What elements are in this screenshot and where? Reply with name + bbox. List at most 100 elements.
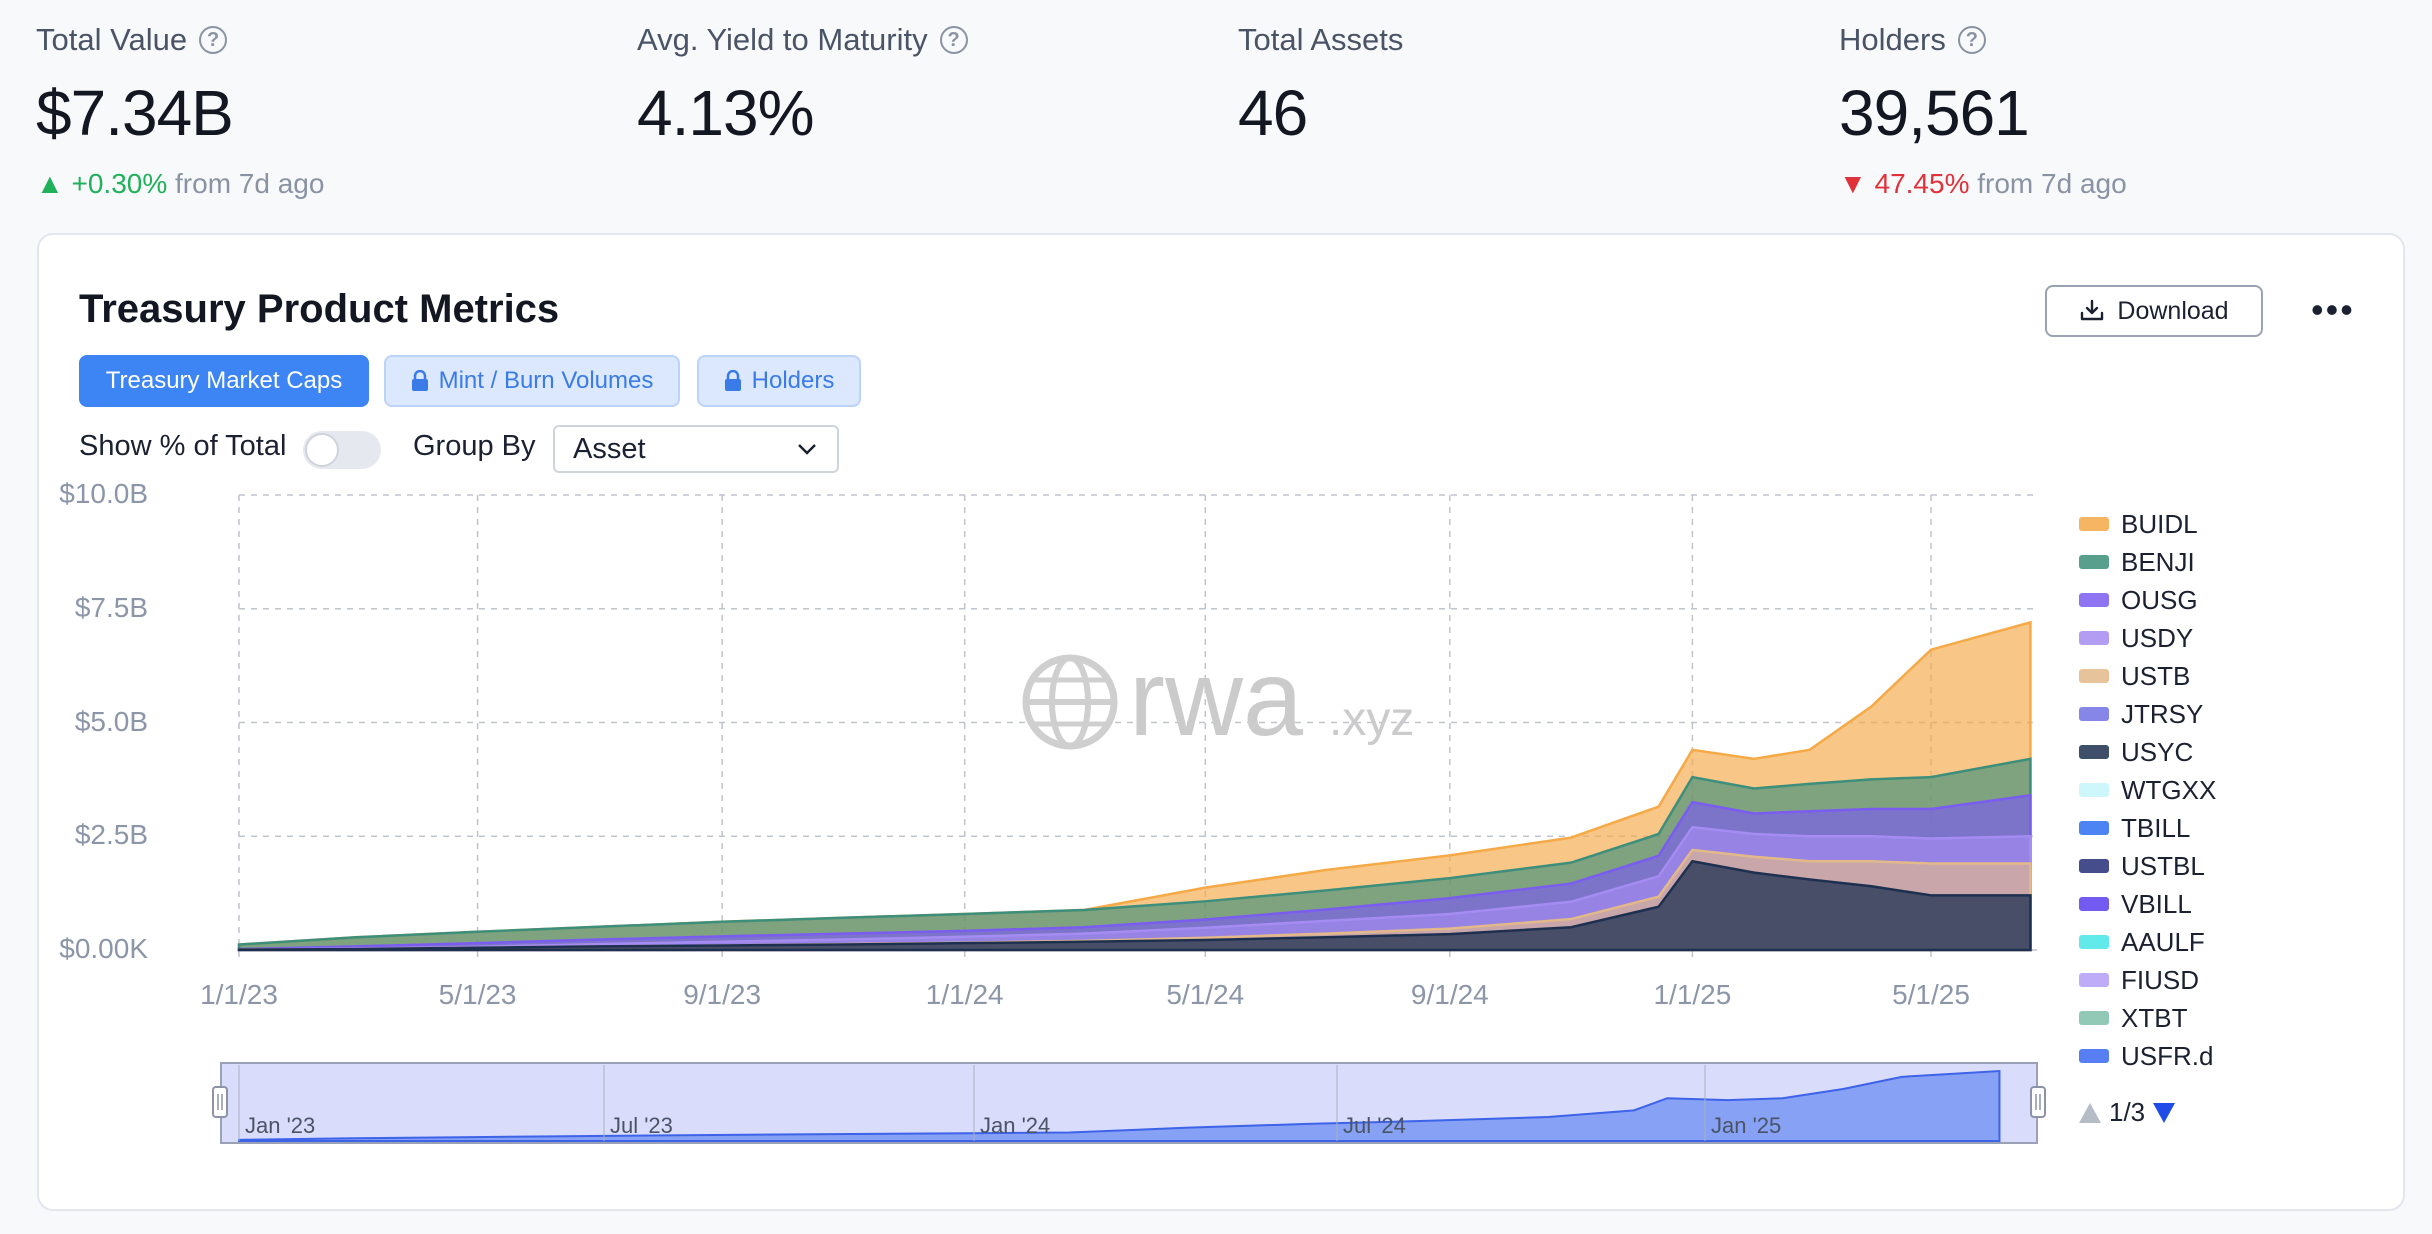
legend-swatch <box>2079 1049 2109 1063</box>
change-value: +0.30% <box>71 168 168 199</box>
legend-swatch <box>2079 745 2109 759</box>
navigator-label: Jul '24 <box>1343 1113 1406 1138</box>
download-icon <box>2081 299 2104 321</box>
legend-item-buidl[interactable]: BUIDL <box>2079 505 2216 543</box>
x-tick-label: 1/1/23 <box>200 979 278 1010</box>
stat-change: ▼ 47.45% from 7d ago <box>1839 168 2127 200</box>
legend-label: BENJI <box>2121 546 2195 577</box>
stat-value: 4.13% <box>637 77 814 149</box>
legend-label: FIUSD <box>2121 964 2199 995</box>
legend-page-indicator: 1/3 <box>2109 1097 2146 1127</box>
legend-prev-icon[interactable] <box>2079 1102 2101 1123</box>
up-arrow-icon: ▲ <box>36 168 64 199</box>
navigator-right-handle[interactable] <box>2030 1086 2046 1118</box>
stat-label: Total Value? <box>36 22 324 58</box>
x-tick-label: 5/1/25 <box>1892 979 1970 1010</box>
stat-avg-yield: Avg. Yield to Maturity? 4.13% <box>637 22 968 150</box>
legend-next-icon[interactable] <box>2153 1102 2176 1123</box>
x-tick-label: 1/1/24 <box>925 979 1004 1010</box>
legend-label: WTGXX <box>2121 774 2217 805</box>
legend-label: BUIDL <box>2121 508 2198 539</box>
legend-label: JTRSY <box>2121 698 2204 729</box>
legend-label: TBILL <box>2121 812 2191 843</box>
x-tick-label: 9/1/23 <box>683 979 762 1010</box>
stat-label: Total Assets <box>1238 22 1404 57</box>
x-tick-label: 5/1/24 <box>1166 979 1245 1010</box>
legend-item-usfr-d[interactable]: USFR.d <box>2079 1037 2216 1075</box>
legend-item-ousg[interactable]: OUSG <box>2079 581 2216 619</box>
group-by-label: Group By <box>413 430 536 462</box>
legend-label: USTB <box>2121 660 2191 691</box>
tab-mint-burn-volumes[interactable]: Mint / Burn Volumes <box>384 355 680 407</box>
help-icon[interactable]: ? <box>939 26 968 54</box>
navigator-left-handle[interactable] <box>212 1086 228 1118</box>
y-tick-label: $2.5B <box>74 819 148 851</box>
legend-item-tbill[interactable]: TBILL <box>2079 809 2216 847</box>
lock-icon <box>411 370 428 391</box>
more-options-icon[interactable]: ••• <box>2311 289 2355 330</box>
legend-swatch <box>2079 631 2109 645</box>
tab-holders[interactable]: Holders <box>697 355 861 407</box>
legend-item-vbill[interactable]: VBILL <box>2079 885 2216 923</box>
navigator-label: Jan '25 <box>1711 1113 1782 1138</box>
legend-item-xtbt[interactable]: XTBT <box>2079 999 2216 1037</box>
legend-label: USTBL <box>2121 850 2205 881</box>
y-tick-label: $7.5B <box>74 591 148 623</box>
legend-pager: 1/3 <box>2079 1097 2176 1128</box>
legend-label: AAULF <box>2121 926 2205 957</box>
change-suffix: from 7d ago <box>1977 168 2127 199</box>
legend-item-fiusd[interactable]: FIUSD <box>2079 961 2216 999</box>
legend-swatch <box>2079 555 2109 569</box>
legend-swatch <box>2079 593 2109 607</box>
group-by-select[interactable]: Asset <box>553 425 839 473</box>
legend-label: XTBT <box>2121 1002 2188 1033</box>
stat-holders: Holders? 39,561 ▼ 47.45% from 7d ago <box>1839 22 2127 200</box>
show-pct-toggle[interactable] <box>303 431 381 469</box>
legend-swatch <box>2079 783 2109 797</box>
x-tick-label: 1/1/25 <box>1653 979 1732 1010</box>
legend-item-ustb[interactable]: USTB <box>2079 657 2216 695</box>
legend-swatch <box>2079 669 2109 683</box>
y-tick-label: $0.00K <box>59 933 148 964</box>
download-button[interactable]: Download <box>2045 285 2263 337</box>
legend-item-usyc[interactable]: USYC <box>2079 733 2216 771</box>
change-suffix: from 7d ago <box>175 168 325 199</box>
legend-swatch <box>2079 973 2109 987</box>
stat-total-value: Total Value? $7.34B ▲ +0.30% from 7d ago <box>36 22 324 200</box>
legend-item-aaulf[interactable]: AAULF <box>2079 923 2216 961</box>
legend-swatch <box>2079 707 2109 721</box>
navigator-label: Jan '24 <box>980 1113 1051 1138</box>
y-tick-label: $5.0B <box>74 705 148 737</box>
legend-swatch <box>2079 821 2109 835</box>
down-arrow-icon: ▼ <box>1839 168 1867 199</box>
legend-swatch <box>2079 517 2109 531</box>
treasury-metrics-card: Treasury Product Metrics Download ••• Tr… <box>37 233 2405 1211</box>
navigator-label: Jul '23 <box>610 1113 673 1138</box>
stat-change: ▲ +0.30% from 7d ago <box>36 168 324 200</box>
legend-item-ustbl[interactable]: USTBL <box>2079 847 2216 885</box>
stat-value: $7.34B <box>36 77 234 149</box>
download-label: Download <box>2117 296 2229 325</box>
help-icon[interactable]: ? <box>1957 26 1986 54</box>
legend-swatch <box>2079 897 2109 911</box>
navigator-label: Jan '23 <box>245 1113 316 1138</box>
legend-item-jtrsy[interactable]: JTRSY <box>2079 695 2216 733</box>
legend-item-wtgxx[interactable]: WTGXX <box>2079 771 2216 809</box>
tab-treasury-market-caps[interactable]: Treasury Market Caps <box>79 355 369 407</box>
show-pct-label: Show % of Total <box>79 430 287 462</box>
stat-label: Avg. Yield to Maturity? <box>637 22 968 58</box>
toggle-knob <box>305 433 339 467</box>
navigator-total-area <box>238 1069 2001 1142</box>
legend-label: USYC <box>2121 736 2194 767</box>
help-icon[interactable]: ? <box>199 26 228 54</box>
group-by-value: Asset <box>573 432 646 465</box>
stat-value: 39,561 <box>1839 77 2030 149</box>
legend-swatch <box>2079 859 2109 873</box>
legend-item-usdy[interactable]: USDY <box>2079 619 2216 657</box>
legend-label: USDY <box>2121 622 2194 653</box>
stat-total-assets: Total Assets 46 <box>1238 22 1403 150</box>
range-navigator[interactable] <box>39 235 2407 1213</box>
legend-swatch <box>2079 1011 2109 1025</box>
legend-item-benji[interactable]: BENJI <box>2079 543 2216 581</box>
y-tick-label: $10.0B <box>59 478 148 509</box>
